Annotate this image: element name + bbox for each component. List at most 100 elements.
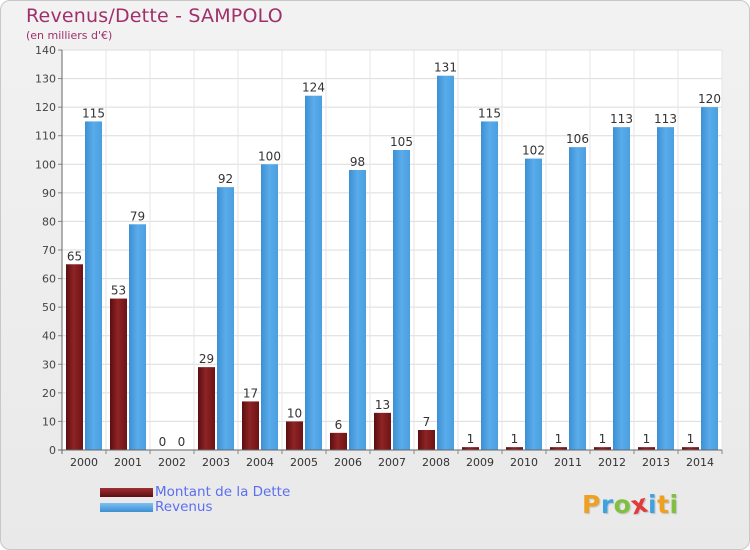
bar-revenus (393, 150, 410, 450)
y-tick-label: 70 (42, 244, 56, 257)
y-tick-label: 20 (42, 387, 56, 400)
bar-revenus (437, 75, 454, 450)
value-label-dette: 1 (467, 432, 475, 446)
value-label-dette: 29 (199, 352, 214, 366)
value-label-revenus: 113 (610, 112, 633, 126)
bar-dette (418, 430, 435, 450)
value-label-dette: 17 (243, 386, 258, 400)
y-tick-label: 60 (42, 273, 56, 286)
bar-revenus (305, 95, 322, 450)
bar-revenus (569, 147, 586, 450)
y-tick-label: 140 (35, 44, 56, 57)
bar-revenus (613, 127, 630, 451)
bar-revenus (261, 164, 278, 451)
legend-swatch-revenus (100, 503, 153, 512)
y-tick-label: 130 (35, 73, 56, 86)
bar-dette (462, 447, 479, 450)
bar-dette (374, 412, 391, 450)
value-label-dette: 13 (375, 398, 390, 412)
y-tick-label: 120 (35, 101, 56, 114)
value-label-revenus: 79 (130, 209, 145, 223)
bar-revenus (481, 121, 498, 450)
x-tick-label: 2005 (290, 456, 318, 469)
value-label-revenus: 102 (522, 144, 545, 158)
bar-dette (682, 447, 699, 450)
value-label-revenus: 113 (654, 112, 677, 126)
value-label-dette: 1 (511, 432, 519, 446)
logo-letter: o (613, 490, 632, 519)
bar-dette (198, 367, 215, 450)
y-tick-label: 50 (42, 301, 56, 314)
x-tick-label: 2013 (642, 456, 670, 469)
x-tick-label: 2007 (378, 456, 406, 469)
x-tick-label: 2002 (158, 456, 186, 469)
logo-letter: t (657, 490, 670, 519)
value-label-revenus: 100 (258, 149, 281, 163)
x-tick-label: 2000 (70, 456, 98, 469)
logo-letter: r (600, 490, 614, 519)
value-label-revenus: 0 (178, 435, 186, 449)
bar-dette (550, 447, 567, 450)
bar-dette (330, 432, 347, 450)
proxiti-logo: Proxiti (582, 489, 679, 521)
value-label-revenus: 106 (566, 132, 589, 146)
bar-revenus (217, 187, 234, 450)
bar-dette (242, 401, 259, 450)
bar-revenus (525, 158, 542, 451)
x-tick-label: 2012 (598, 456, 626, 469)
bar-dette (110, 298, 127, 450)
bar-dette (66, 264, 83, 450)
y-tick-label: 100 (35, 158, 56, 171)
legend-swatch-debt (100, 488, 153, 497)
value-label-revenus: 131 (434, 61, 457, 75)
value-label-revenus: 92 (218, 172, 233, 186)
value-label-dette: 10 (287, 406, 302, 420)
x-tick-label: 2004 (246, 456, 274, 469)
bar-dette (594, 447, 611, 450)
x-tick-label: 2009 (466, 456, 494, 469)
value-label-revenus: 98 (350, 155, 365, 169)
y-tick-label: 40 (42, 330, 56, 343)
bars (66, 75, 718, 451)
value-label-revenus: 120 (698, 92, 721, 106)
bar-revenus (85, 121, 102, 450)
x-tick-label: 2011 (554, 456, 582, 469)
value-label-dette: 7 (423, 415, 431, 429)
legend-label-revenus: Revenus (155, 499, 213, 515)
bar-revenus (349, 170, 366, 450)
y-tick-label: 90 (42, 187, 56, 200)
value-label-dette: 65 (67, 249, 82, 263)
value-label-revenus: 105 (390, 135, 413, 149)
x-tick-label: 2014 (686, 456, 714, 469)
value-label-dette: 1 (555, 432, 563, 446)
logo-letter: i (669, 490, 679, 519)
x-tick-label: 2003 (202, 456, 230, 469)
y-tick-label: 30 (42, 358, 56, 371)
bar-dette (638, 447, 655, 450)
x-tick-label: 2010 (510, 456, 538, 469)
bar-revenus (701, 107, 718, 451)
logo-letter: P (582, 490, 601, 519)
y-tick-label: 110 (35, 130, 56, 143)
value-label-dette: 0 (159, 435, 167, 449)
y-tick-label: 0 (49, 444, 56, 457)
bar-dette (286, 421, 303, 450)
logo-letter: i (648, 490, 658, 519)
value-label-revenus: 115 (82, 106, 105, 120)
value-label-revenus: 124 (302, 81, 325, 95)
chart-subtitle: (en milliers d'€) (26, 29, 113, 42)
x-tick-label: 2006 (334, 456, 362, 469)
bar-revenus (657, 127, 674, 451)
y-tick-label: 80 (42, 215, 56, 228)
chart-title: Revenus/Dette - SAMPOLO (26, 5, 283, 27)
x-tick-label: 2001 (114, 456, 142, 469)
y-tick-label: 10 (42, 415, 56, 428)
value-label-dette: 53 (111, 284, 126, 298)
value-label-dette: 1 (599, 432, 607, 446)
value-label-dette: 1 (687, 432, 695, 446)
bar-dette (506, 447, 523, 450)
x-tick-label: 2008 (422, 456, 450, 469)
